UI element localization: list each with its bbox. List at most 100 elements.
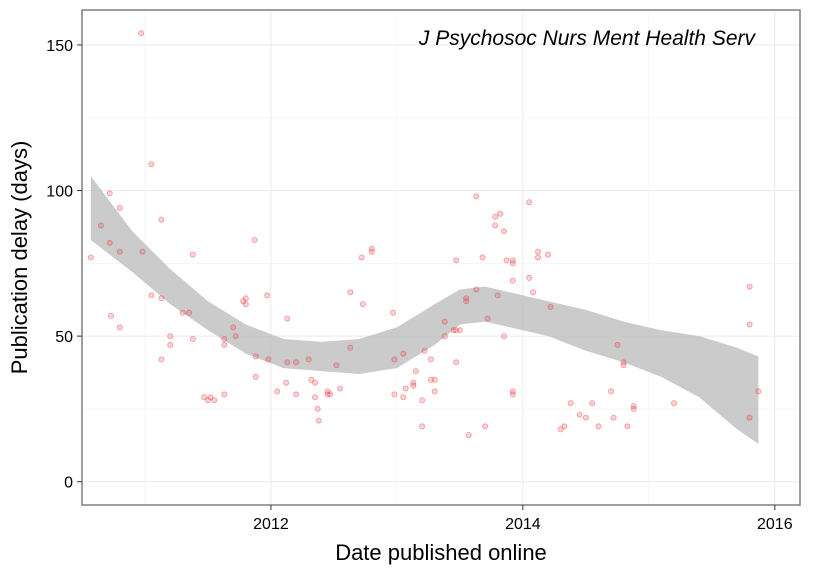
- data-point: [535, 248, 542, 255]
- data-point: [242, 295, 249, 302]
- data-point: [391, 356, 398, 363]
- data-point: [630, 402, 637, 409]
- data-point: [561, 423, 568, 430]
- data-point: [547, 303, 554, 310]
- data-point: [624, 423, 631, 430]
- data-point: [746, 283, 753, 290]
- data-point: [264, 292, 271, 299]
- data-point: [595, 423, 602, 430]
- data-point: [106, 190, 113, 197]
- data-point: [106, 239, 113, 246]
- data-point: [189, 335, 196, 342]
- data-point: [535, 254, 542, 261]
- data-point: [567, 400, 574, 407]
- data-point: [314, 405, 321, 412]
- data-point: [463, 295, 470, 302]
- data-point: [620, 359, 627, 366]
- data-point: [284, 315, 291, 322]
- data-point: [324, 388, 331, 395]
- data-point: [530, 289, 537, 296]
- data-point: [284, 359, 291, 366]
- data-point: [252, 373, 259, 380]
- data-point: [358, 254, 365, 261]
- data-point: [108, 312, 115, 319]
- y-tick-label: 100: [46, 184, 73, 201]
- data-point: [252, 353, 259, 360]
- data-point: [186, 309, 193, 316]
- y-axis-title: Publication delay (days): [7, 141, 32, 375]
- data-point: [158, 356, 165, 363]
- data-point: [402, 385, 409, 392]
- data-point: [179, 309, 186, 316]
- data-point: [465, 432, 472, 439]
- data-point: [671, 400, 678, 407]
- data-point: [265, 356, 272, 363]
- data-point: [293, 359, 300, 366]
- data-point: [582, 414, 589, 421]
- data-point: [431, 376, 438, 383]
- data-point: [240, 298, 247, 305]
- x-tick-label: 2016: [757, 516, 793, 533]
- data-point: [167, 333, 174, 340]
- data-point: [589, 400, 596, 407]
- data-point: [431, 388, 438, 395]
- data-point: [230, 324, 237, 331]
- data-point: [368, 248, 375, 255]
- data-point: [494, 292, 501, 299]
- data-point: [324, 391, 331, 398]
- data-point: [497, 210, 504, 217]
- data-point: [167, 341, 174, 348]
- x-tick-label: 2012: [253, 516, 289, 533]
- data-point: [503, 257, 510, 264]
- data-point: [526, 274, 533, 281]
- data-point: [347, 289, 354, 296]
- data-point: [138, 30, 145, 37]
- data-point: [359, 301, 366, 308]
- y-tick-label: 150: [46, 38, 73, 55]
- data-point: [509, 277, 516, 284]
- data-point: [410, 379, 417, 386]
- data-point: [427, 376, 434, 383]
- data-point: [337, 385, 344, 392]
- data-point: [746, 414, 753, 421]
- data-point: [400, 394, 407, 401]
- data-point: [148, 161, 155, 168]
- data-point: [610, 414, 617, 421]
- data-point: [453, 257, 460, 264]
- data-point: [327, 391, 334, 398]
- data-point: [87, 254, 94, 261]
- data-point: [473, 286, 480, 293]
- data-point: [148, 292, 155, 299]
- grid: [82, 10, 800, 505]
- data-point: [116, 324, 123, 331]
- data-point: [221, 335, 228, 342]
- data-point: [463, 298, 470, 305]
- data-point: [347, 344, 354, 351]
- data-point: [315, 417, 322, 424]
- data-point: [441, 333, 448, 340]
- data-point: [201, 394, 208, 401]
- data-point: [557, 426, 564, 433]
- data-point: [158, 295, 165, 302]
- data-point: [450, 327, 457, 334]
- data-point: [441, 318, 448, 325]
- data-point: [509, 388, 516, 395]
- data-point: [232, 333, 239, 340]
- data-point: [311, 394, 318, 401]
- data-point: [545, 251, 552, 258]
- data-point: [492, 213, 499, 220]
- data-point: [207, 394, 214, 401]
- y-tick-label: 50: [55, 329, 73, 346]
- data-point: [492, 222, 499, 229]
- data-point: [509, 257, 516, 264]
- data-point: [283, 379, 290, 386]
- data-points: [87, 30, 762, 439]
- data-point: [311, 379, 318, 386]
- data-point: [391, 391, 398, 398]
- data-point: [204, 397, 211, 404]
- data-point: [456, 327, 463, 334]
- data-point: [368, 245, 375, 252]
- data-point: [410, 382, 417, 389]
- data-point: [419, 397, 426, 404]
